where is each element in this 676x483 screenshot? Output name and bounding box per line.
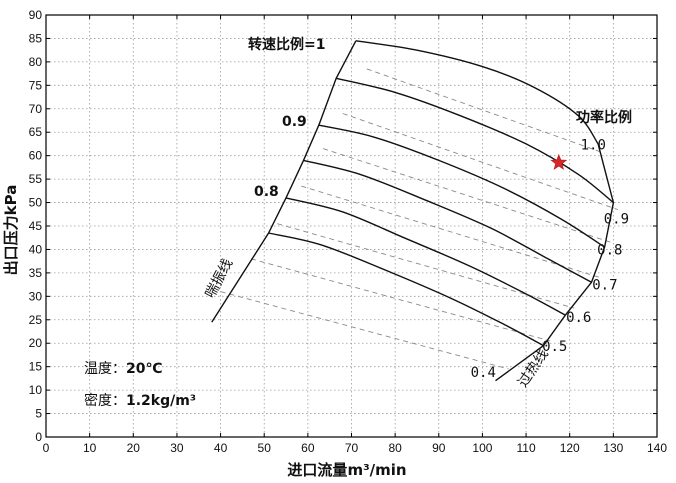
speed-ratio-label-0.8: 0.8 [254, 184, 279, 200]
y-tick-label: 10 [29, 383, 43, 397]
y-tick-label: 0 [35, 430, 42, 444]
x-tick-label: 60 [301, 441, 315, 455]
power-ratio-line-0.6 [277, 223, 575, 309]
power-ratio-label-0.5: 0.5 [542, 339, 567, 355]
power-ratio-line-0.7 [301, 185, 601, 279]
power-ratio-line-0.8 [322, 148, 612, 243]
speed-line-1 [336, 77, 614, 204]
power-ratio-title: 功率比例 [576, 109, 632, 126]
power-ratio-label-0.7: 0.7 [592, 278, 617, 294]
power-ratio-line-0.5 [250, 258, 551, 342]
x-tick-label: 70 [345, 441, 359, 455]
y-tick-label: 20 [29, 336, 43, 350]
x-tick-label: 10 [83, 441, 97, 455]
x-tick-label: 40 [214, 441, 228, 455]
y-tick-label: 90 [29, 8, 43, 22]
power-ratio-label-0.9: 0.9 [604, 212, 629, 228]
speed-lines [268, 40, 614, 347]
y-tick-label: 35 [29, 266, 43, 280]
y-tick-label: 45 [29, 219, 43, 233]
y-tick-label: 30 [29, 289, 43, 303]
y-tick-label: 5 [35, 407, 42, 421]
power-ratio-label-0.8: 0.8 [597, 242, 622, 258]
temperature-info: 温度：20℃ [84, 361, 162, 377]
power-ratio-line-0.4 [220, 291, 509, 370]
y-tick-label: 50 [29, 196, 43, 210]
power-ratio-labels: 0.4 0.5 0.60.7 0.8 0.9 1.0 [471, 137, 629, 381]
x-axis-title: 进口流量m³/min [287, 461, 406, 479]
y-tick-label: 25 [29, 313, 43, 327]
power-ratio-label-0.6: 0.6 [566, 310, 591, 326]
speed-ratio-label-1: 转速比例=1 [248, 36, 325, 53]
operating-point [550, 153, 568, 170]
x-tick-label: 50 [258, 441, 272, 455]
power-ratio-label-0.4: 0.4 [471, 365, 496, 381]
speed-line-3 [303, 159, 592, 283]
y-tick-label: 40 [29, 242, 43, 256]
y-tick-label: 80 [29, 55, 43, 69]
y-tick-label: 85 [29, 31, 43, 45]
x-axis-title-unit: m³/min [347, 461, 406, 479]
speed-line-2 [318, 124, 605, 248]
x-tick-label: 110 [517, 441, 536, 455]
x-tick-label: 30 [170, 441, 184, 455]
x-tick-label: 130 [603, 441, 623, 455]
power-ratio-label-1.0: 1.0 [581, 137, 606, 153]
x-tick-label: 140 [647, 441, 667, 455]
speed-line-5 [268, 232, 544, 347]
speed-line-0 [355, 40, 599, 145]
x-axis-title-text: 进口流量 [287, 461, 347, 479]
x-tick-label: 0 [43, 441, 50, 455]
density-label: 密度： [84, 392, 126, 409]
grid [46, 15, 657, 437]
boundary-lines [211, 40, 615, 382]
y-tick-label: 55 [29, 172, 43, 186]
temperature-value: 20℃ [126, 361, 162, 377]
operating-point-star [550, 153, 568, 170]
choke-line [495, 143, 615, 382]
density-value: 1.2kg/m³ [126, 393, 196, 409]
x-tick-label: 100 [472, 441, 492, 455]
x-tick-label: 20 [127, 441, 141, 455]
x-tick-label: 90 [432, 441, 446, 455]
y-tick-label: 70 [29, 102, 43, 116]
y-tick-label: 60 [29, 149, 43, 163]
axis-ticks: 0 10 20 30 40 50 60 70 80 90 100 110 120 130 140 0 5 10 15… [29, 8, 668, 455]
y-axis-title: 出口压力kPa [2, 185, 20, 276]
temperature-label: 温度： [84, 361, 126, 377]
density-info: 密度：1.2kg/m³ [84, 392, 196, 409]
speed-line-4 [285, 197, 566, 316]
power-ratio-line-0.9 [342, 113, 618, 211]
y-tick-label: 65 [29, 125, 43, 139]
surge-line [211, 40, 357, 323]
power-ratio-line-1.0 [366, 68, 605, 154]
speed-ratio-label-0.9: 0.9 [282, 114, 307, 130]
power-ratio-lines [220, 68, 618, 370]
x-tick-label: 120 [560, 441, 580, 455]
x-tick-label: 80 [388, 441, 402, 455]
y-tick-label: 15 [29, 360, 43, 374]
y-tick-label: 75 [29, 78, 43, 92]
